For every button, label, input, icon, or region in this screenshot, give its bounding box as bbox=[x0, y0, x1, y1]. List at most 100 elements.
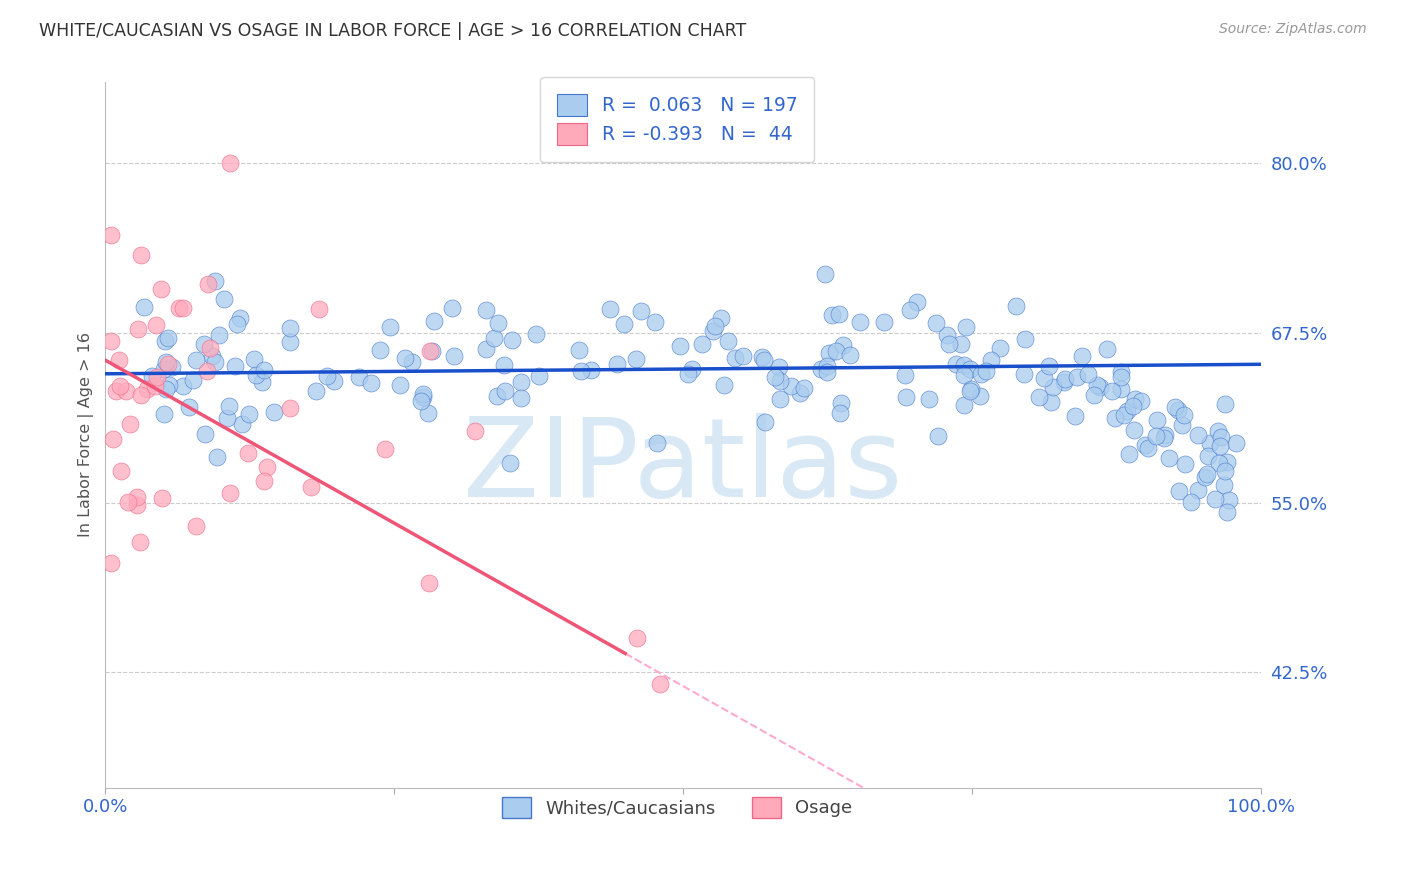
Point bbox=[1159, 451, 1181, 466]
Point bbox=[1028, 390, 1050, 404]
Point bbox=[205, 450, 228, 464]
Point bbox=[150, 491, 173, 505]
Point bbox=[441, 301, 464, 315]
Point bbox=[830, 406, 852, 420]
Point bbox=[368, 343, 391, 357]
Point bbox=[1063, 409, 1085, 423]
Point bbox=[769, 374, 792, 388]
Point bbox=[702, 324, 724, 338]
Point bbox=[149, 282, 172, 296]
Point bbox=[789, 385, 811, 400]
Text: Source: ZipAtlas.com: Source: ZipAtlas.com bbox=[1219, 22, 1367, 37]
Point bbox=[250, 376, 273, 390]
Point bbox=[412, 387, 434, 401]
Point bbox=[155, 334, 177, 349]
Point bbox=[717, 334, 740, 348]
Point bbox=[100, 556, 122, 570]
Point bbox=[423, 314, 446, 328]
Point bbox=[256, 460, 278, 475]
Point bbox=[1144, 429, 1167, 443]
Point bbox=[1133, 438, 1156, 452]
Point bbox=[492, 358, 515, 372]
Point bbox=[136, 382, 159, 396]
Point bbox=[1218, 493, 1240, 508]
Point bbox=[181, 373, 204, 387]
Point bbox=[779, 379, 801, 393]
Point bbox=[200, 341, 222, 355]
Point bbox=[1122, 399, 1144, 413]
Legend: Whites/Caucasians, Osage: Whites/Caucasians, Osage bbox=[495, 789, 859, 825]
Point bbox=[118, 417, 141, 432]
Point bbox=[172, 378, 194, 392]
Point bbox=[873, 315, 896, 329]
Point bbox=[201, 349, 224, 363]
Point bbox=[648, 677, 671, 691]
Point bbox=[1216, 505, 1239, 519]
Point bbox=[253, 363, 276, 377]
Point bbox=[599, 301, 621, 316]
Point bbox=[669, 339, 692, 353]
Point bbox=[815, 359, 838, 373]
Point bbox=[132, 300, 155, 314]
Point bbox=[197, 277, 219, 292]
Point bbox=[229, 311, 252, 326]
Point bbox=[824, 344, 846, 359]
Point bbox=[905, 294, 928, 309]
Point bbox=[419, 343, 441, 358]
Point bbox=[278, 320, 301, 334]
Point bbox=[155, 382, 177, 396]
Point bbox=[624, 351, 647, 366]
Point bbox=[184, 353, 207, 368]
Point bbox=[938, 336, 960, 351]
Point bbox=[105, 384, 128, 399]
Point bbox=[678, 367, 700, 381]
Point bbox=[129, 535, 152, 549]
Point bbox=[117, 495, 139, 509]
Point bbox=[1225, 436, 1247, 450]
Point bbox=[1123, 423, 1146, 437]
Point bbox=[208, 327, 231, 342]
Point bbox=[754, 415, 776, 429]
Point bbox=[568, 343, 591, 357]
Point bbox=[153, 407, 176, 421]
Point bbox=[838, 348, 860, 362]
Point bbox=[827, 307, 849, 321]
Point bbox=[1153, 431, 1175, 445]
Point bbox=[692, 336, 714, 351]
Point bbox=[127, 491, 149, 505]
Point bbox=[893, 368, 915, 382]
Point bbox=[509, 376, 531, 390]
Point bbox=[394, 351, 416, 366]
Point bbox=[108, 379, 131, 393]
Point bbox=[103, 432, 125, 446]
Point bbox=[647, 436, 669, 450]
Point bbox=[830, 396, 852, 410]
Point bbox=[1173, 408, 1195, 422]
Point bbox=[238, 446, 260, 460]
Point bbox=[482, 331, 505, 345]
Point bbox=[110, 464, 132, 478]
Point bbox=[1208, 456, 1230, 470]
Point bbox=[224, 359, 246, 373]
Point bbox=[231, 417, 253, 431]
Point bbox=[1109, 382, 1132, 396]
Point bbox=[815, 365, 838, 379]
Point bbox=[1211, 430, 1233, 444]
Point bbox=[242, 352, 264, 367]
Point bbox=[969, 389, 991, 403]
Point bbox=[1101, 384, 1123, 398]
Point bbox=[145, 318, 167, 332]
Point bbox=[1039, 395, 1062, 409]
Point bbox=[831, 338, 853, 352]
Point bbox=[1198, 449, 1220, 463]
Point bbox=[315, 369, 337, 384]
Point bbox=[1198, 436, 1220, 450]
Point bbox=[157, 377, 180, 392]
Point bbox=[1163, 401, 1185, 415]
Point bbox=[1180, 495, 1202, 509]
Point bbox=[1071, 349, 1094, 363]
Point bbox=[731, 349, 754, 363]
Point bbox=[644, 315, 666, 329]
Point bbox=[1085, 378, 1108, 392]
Point bbox=[955, 320, 977, 334]
